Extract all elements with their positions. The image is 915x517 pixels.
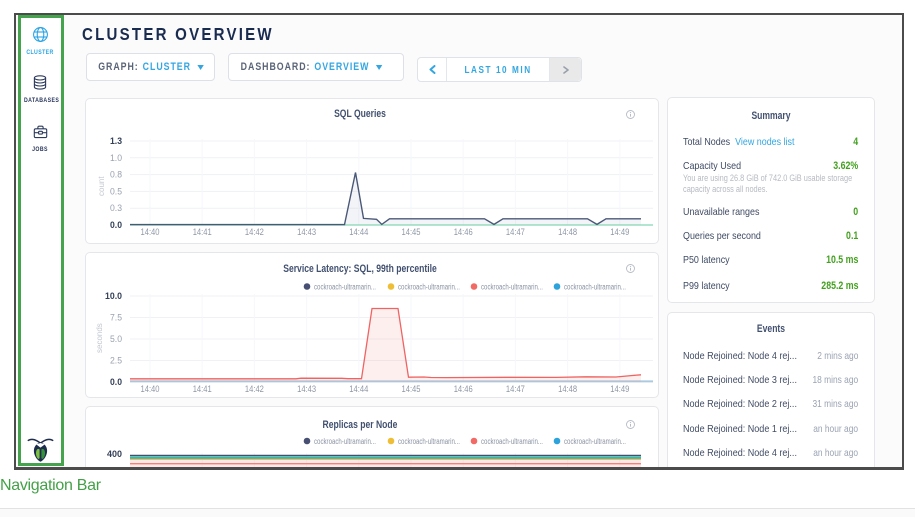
svg-text:cockroach-ultramarin...: cockroach-ultramarin... <box>481 437 543 446</box>
svg-text:14:43: 14:43 <box>297 227 316 237</box>
svg-text:count: count <box>97 176 106 196</box>
svg-text:5.0: 5.0 <box>110 334 122 344</box>
svg-text:400: 400 <box>107 449 122 459</box>
svg-text:14:46: 14:46 <box>454 227 473 237</box>
svg-text:1.0: 1.0 <box>110 153 122 163</box>
svg-text:cockroach-ultramarin...: cockroach-ultramarin... <box>398 437 460 446</box>
svg-text:7.5: 7.5 <box>110 313 122 323</box>
svg-text:10.0: 10.0 <box>105 291 122 301</box>
svg-text:14:42: 14:42 <box>245 227 264 237</box>
svg-text:14:43: 14:43 <box>297 384 316 394</box>
svg-text:2.5: 2.5 <box>110 356 122 366</box>
svg-text:0.0: 0.0 <box>110 220 122 230</box>
svg-text:0.0: 0.0 <box>110 377 122 387</box>
svg-text:0.8: 0.8 <box>110 170 122 180</box>
svg-text:14:42: 14:42 <box>245 384 264 394</box>
svg-text:cockroach-ultramarin...: cockroach-ultramarin... <box>314 283 376 292</box>
svg-text:cockroach-ultramarin...: cockroach-ultramarin... <box>314 437 376 446</box>
svg-text:14:44: 14:44 <box>349 227 368 237</box>
svg-text:cockroach-ultramarin...: cockroach-ultramarin... <box>481 283 543 292</box>
svg-text:14:47: 14:47 <box>506 384 525 394</box>
svg-text:14:45: 14:45 <box>402 227 421 237</box>
svg-text:14:48: 14:48 <box>558 227 577 237</box>
svg-text:14:44: 14:44 <box>349 384 368 394</box>
svg-text:14:49: 14:49 <box>610 384 629 394</box>
svg-text:14:40: 14:40 <box>141 384 160 394</box>
svg-text:0.5: 0.5 <box>110 186 122 196</box>
svg-text:14:47: 14:47 <box>506 227 525 237</box>
svg-text:14:49: 14:49 <box>610 227 629 237</box>
svg-text:cockroach-ultramarin...: cockroach-ultramarin... <box>398 283 460 292</box>
svg-text:cockroach-ultramarin...: cockroach-ultramarin... <box>564 437 626 446</box>
svg-text:14:40: 14:40 <box>141 227 160 237</box>
svg-text:14:48: 14:48 <box>558 384 577 394</box>
svg-text:0.3: 0.3 <box>110 203 122 213</box>
svg-text:cockroach-ultramarin...: cockroach-ultramarin... <box>564 283 626 292</box>
svg-text:14:46: 14:46 <box>454 384 473 394</box>
svg-text:seconds: seconds <box>95 323 104 353</box>
svg-text:1.3: 1.3 <box>110 136 122 146</box>
svg-text:14:45: 14:45 <box>402 384 421 394</box>
svg-text:14:41: 14:41 <box>193 384 212 394</box>
svg-text:14:41: 14:41 <box>193 227 212 237</box>
